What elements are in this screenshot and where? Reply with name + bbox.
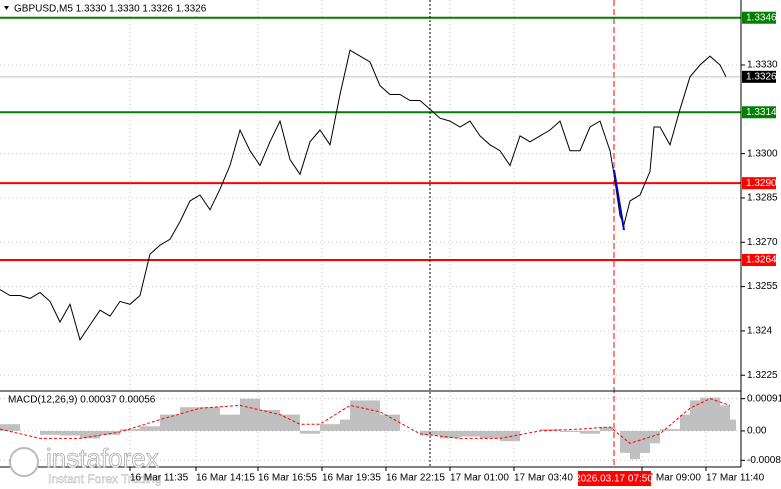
histogram-bar [60,430,80,436]
histogram-bar [100,430,120,435]
brand: instaforex [46,443,159,473]
y-tick-label: 1.3285 [747,193,778,204]
signal-arrow [613,169,625,231]
level-label-box [742,70,776,83]
histogram-bar [640,430,650,453]
y-tick-label: 1.3300 [747,148,778,159]
histogram-bar [380,414,400,431]
histogram-bar [80,430,100,439]
histogram-bar [200,407,220,431]
level-label: 1.3264 [746,255,777,266]
level-label-box [742,106,776,119]
histogram-bar [320,424,340,431]
level-label-box [742,11,776,24]
histogram-bar [620,430,630,453]
x-tick-label: 16 Mar 16:55 [258,473,317,484]
histogram-bar [480,430,500,439]
macd-title: MACD(12,26,9) 0.00037 0.00056 [8,395,156,406]
level-label: 1.3314 [746,107,777,118]
x-tick-label: 17 Mar 03:40 [514,473,573,484]
title-marker [4,6,9,10]
y-tick-label: 1.3225 [747,370,778,381]
histogram-bar [600,427,614,431]
histogram-bar [730,419,736,431]
histogram-bar [660,429,680,431]
y-tick-label: 0.00 [747,426,767,437]
histogram-bar [630,430,640,460]
histogram-bar [700,397,720,431]
histogram-bar [0,424,20,431]
y-tick-label: 1.324 [747,326,772,337]
y-tick-label: 1.3255 [747,281,778,292]
histogram-bar [280,414,300,431]
level-label: 1.3290 [746,178,777,189]
histogram-bar [440,430,460,439]
histogram-bar [370,400,380,431]
level-label: 1.3346 [746,12,777,23]
histogram-bar [240,398,260,431]
histogram-bar [260,410,280,431]
level-label-box [742,254,776,266]
watermark: instaforex Instant Forex Trading [9,442,162,486]
histogram-bar [720,405,730,431]
histogram-bar [120,429,140,431]
histogram-bar [140,426,160,431]
level-label-box [742,177,776,190]
x-tick-label: 17 Mar 09:00 [642,473,701,484]
histogram-bar [300,430,320,434]
y-tick-label: 1.3270 [747,237,778,248]
histogram-bar [340,419,350,431]
y-tick-label: 1.3330 [747,60,778,71]
x-tick-label: 17 Mar 11:40 [706,473,765,484]
histogram-bar [220,414,240,431]
x-tick-label: 17 Mar 01:00 [450,473,509,484]
x-tick-label: 16 Mar 11:35 [130,473,189,484]
signal-line [0,398,731,444]
x-tick-label: 16 Mar 14:15 [196,473,255,484]
histogram-bar [580,430,600,434]
crosshair-label: 2026.03.17 07:50 [575,474,653,485]
y-tick-label: 0.00091 [747,393,781,404]
chart-title: GBPUSD,M5 1.3330 1.3330 1.3326 1.3326 [14,4,207,15]
histogram-bar [180,407,200,431]
histogram-bar [160,414,180,431]
y-tick-label: -0.00083 [747,455,781,466]
histogram-bar [40,430,60,435]
histogram-bar [350,400,370,431]
tagline: Instant Forex Trading [48,472,161,486]
x-tick-label: 16 Mar 19:35 [322,473,381,484]
histogram-bar [560,430,580,432]
histogram-bar [690,400,700,431]
x-tick-label: 16 Mar 22:15 [386,473,445,484]
crosshair-label-box [578,471,651,486]
level-label: 1.3326 [746,71,777,82]
histogram-bar [680,414,690,431]
histogram-bar [650,430,660,444]
histogram-bar [460,430,480,437]
logo-icon [9,447,39,477]
